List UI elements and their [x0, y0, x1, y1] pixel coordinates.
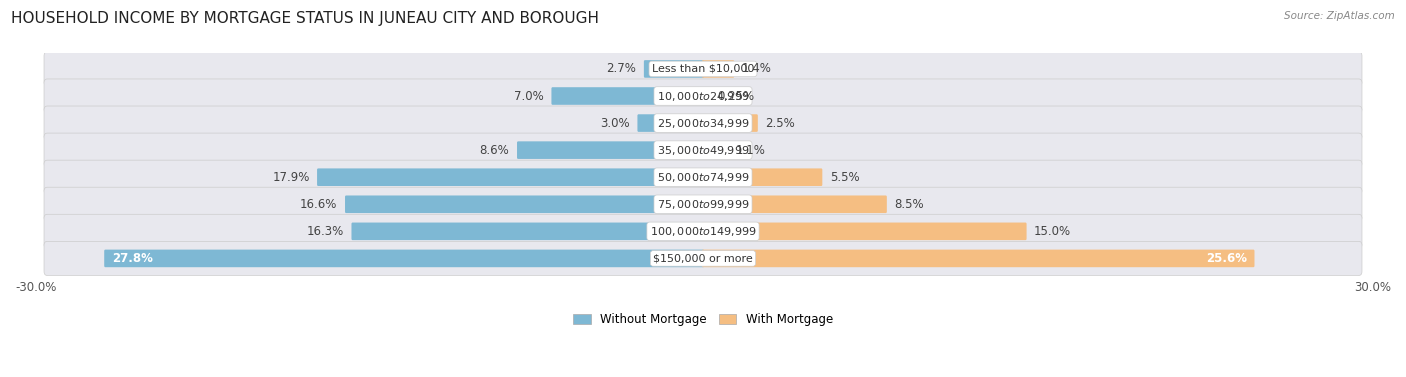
Text: 27.8%: 27.8%: [111, 252, 153, 265]
Text: $100,000 to $149,999: $100,000 to $149,999: [650, 225, 756, 238]
Text: 5.5%: 5.5%: [830, 171, 859, 184]
Text: 16.3%: 16.3%: [307, 225, 344, 238]
Text: 8.5%: 8.5%: [894, 198, 924, 211]
FancyBboxPatch shape: [44, 241, 1362, 276]
Text: $50,000 to $74,999: $50,000 to $74,999: [657, 171, 749, 184]
Text: 25.6%: 25.6%: [1206, 252, 1247, 265]
FancyBboxPatch shape: [104, 250, 704, 267]
FancyBboxPatch shape: [318, 169, 704, 186]
FancyBboxPatch shape: [352, 222, 704, 240]
FancyBboxPatch shape: [702, 60, 734, 78]
Text: 8.6%: 8.6%: [479, 144, 509, 156]
Legend: Without Mortgage, With Mortgage: Without Mortgage, With Mortgage: [574, 313, 832, 326]
Text: $75,000 to $99,999: $75,000 to $99,999: [657, 198, 749, 211]
Text: $35,000 to $49,999: $35,000 to $49,999: [657, 144, 749, 156]
Text: $10,000 to $24,999: $10,000 to $24,999: [657, 89, 749, 103]
Text: $25,000 to $34,999: $25,000 to $34,999: [657, 116, 749, 130]
Text: 15.0%: 15.0%: [1033, 225, 1071, 238]
FancyBboxPatch shape: [637, 114, 704, 132]
FancyBboxPatch shape: [44, 79, 1362, 113]
Text: 1.1%: 1.1%: [735, 144, 765, 156]
Text: 30.0%: 30.0%: [1354, 281, 1391, 294]
FancyBboxPatch shape: [44, 106, 1362, 140]
FancyBboxPatch shape: [702, 114, 758, 132]
Text: 1.4%: 1.4%: [742, 63, 772, 75]
FancyBboxPatch shape: [44, 187, 1362, 221]
Text: Less than $10,000: Less than $10,000: [652, 64, 754, 74]
Text: $150,000 or more: $150,000 or more: [654, 253, 752, 264]
Text: 2.7%: 2.7%: [606, 63, 637, 75]
FancyBboxPatch shape: [702, 169, 823, 186]
Text: Source: ZipAtlas.com: Source: ZipAtlas.com: [1284, 11, 1395, 21]
FancyBboxPatch shape: [44, 160, 1362, 194]
Text: 3.0%: 3.0%: [600, 116, 630, 130]
Text: 0.25%: 0.25%: [717, 89, 754, 103]
FancyBboxPatch shape: [644, 60, 704, 78]
Text: 17.9%: 17.9%: [273, 171, 309, 184]
FancyBboxPatch shape: [44, 52, 1362, 86]
FancyBboxPatch shape: [517, 141, 704, 159]
FancyBboxPatch shape: [344, 196, 704, 213]
Text: -30.0%: -30.0%: [15, 281, 56, 294]
FancyBboxPatch shape: [44, 133, 1362, 167]
FancyBboxPatch shape: [702, 141, 728, 159]
FancyBboxPatch shape: [702, 87, 710, 105]
Text: 2.5%: 2.5%: [765, 116, 796, 130]
Text: HOUSEHOLD INCOME BY MORTGAGE STATUS IN JUNEAU CITY AND BOROUGH: HOUSEHOLD INCOME BY MORTGAGE STATUS IN J…: [11, 11, 599, 26]
FancyBboxPatch shape: [702, 196, 887, 213]
Text: 16.6%: 16.6%: [299, 198, 337, 211]
Text: 7.0%: 7.0%: [515, 89, 544, 103]
FancyBboxPatch shape: [702, 222, 1026, 240]
FancyBboxPatch shape: [551, 87, 704, 105]
FancyBboxPatch shape: [702, 250, 1254, 267]
FancyBboxPatch shape: [44, 214, 1362, 248]
